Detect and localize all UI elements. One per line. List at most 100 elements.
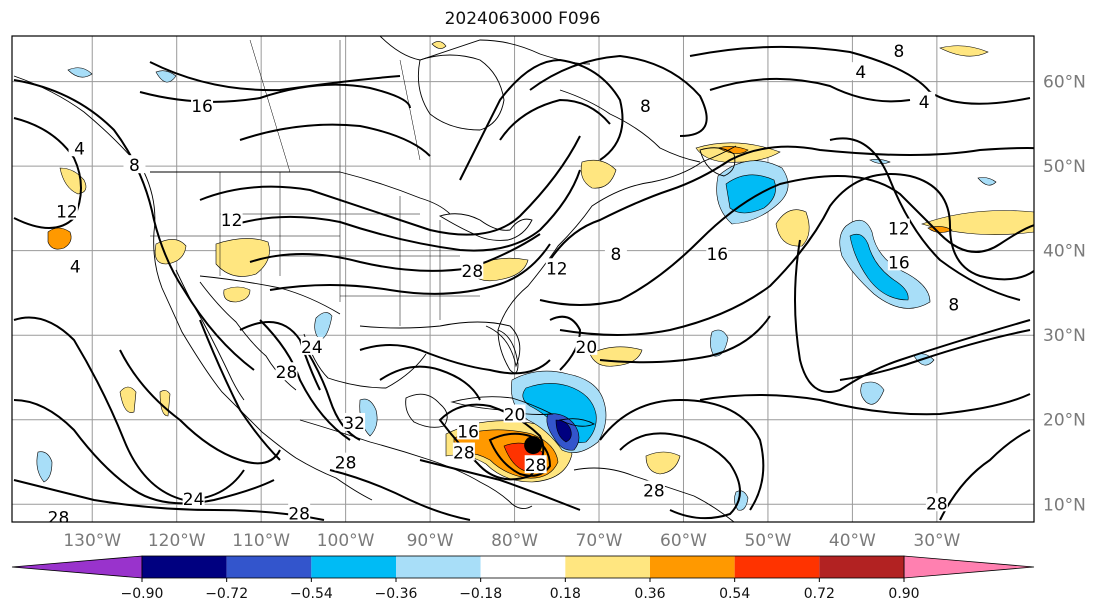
east-coast xyxy=(497,145,737,331)
newfoundland xyxy=(699,147,736,177)
contour-label-mask xyxy=(887,252,910,271)
contour-label: 16 xyxy=(706,245,728,265)
contour-line xyxy=(839,329,1031,381)
contour-label-mask xyxy=(634,95,657,114)
colorbar-band xyxy=(650,556,735,578)
contour-label: 16 xyxy=(191,97,213,117)
colorbar-tick-label: 0.36 xyxy=(634,586,665,602)
cuba xyxy=(450,396,554,415)
contour-line xyxy=(619,432,741,520)
contour-label: 32 xyxy=(343,414,365,434)
negative-anomaly-region xyxy=(849,233,909,301)
contour-line xyxy=(359,344,551,375)
contour-label-mask xyxy=(942,294,965,313)
negative-anomaly-region xyxy=(522,383,597,443)
contour-line xyxy=(239,321,321,391)
contour-label-mask xyxy=(604,243,627,262)
contour-label-mask xyxy=(503,404,526,423)
colorbar-min-extension xyxy=(11,555,143,579)
longitude-label: 40°W xyxy=(829,531,876,551)
contour-label: 28 xyxy=(276,363,298,383)
positive-anomaly-region xyxy=(939,45,989,57)
negative-anomaly-region xyxy=(155,70,177,83)
hudson-bay xyxy=(417,54,505,131)
contour-line xyxy=(119,349,281,465)
longitude-label: 100°W xyxy=(317,531,375,551)
negative-anomaly-region xyxy=(36,451,53,483)
colorbar-max-extension xyxy=(903,555,1035,579)
gulf-coast xyxy=(359,321,521,368)
contour-label: 12 xyxy=(221,211,243,231)
positive-anomaly-region xyxy=(775,209,810,247)
contour-label-mask xyxy=(706,243,729,262)
negative-anomaly-region xyxy=(977,177,997,186)
positive-anomaly-region xyxy=(59,167,87,195)
colorbar-band xyxy=(819,556,904,578)
contour-label: 28 xyxy=(462,262,484,282)
contour-label: 28 xyxy=(453,444,475,464)
colorbar-band xyxy=(734,556,820,578)
mexico-gulf-coast xyxy=(303,333,427,389)
longitude-label: 110°W xyxy=(232,531,290,551)
colorbar-tick-label: −0.36 xyxy=(375,586,418,602)
negative-anomaly-region xyxy=(734,490,749,511)
contour-label-mask xyxy=(545,258,568,277)
contour-label-mask xyxy=(887,41,910,60)
contour-line xyxy=(379,365,481,401)
contour-label: 8 xyxy=(640,97,651,117)
contour-line xyxy=(229,169,581,252)
contour-label: 4 xyxy=(70,258,81,278)
longitude-label: 120°W xyxy=(148,531,206,551)
contour-label-mask xyxy=(913,91,936,110)
contour-label-mask xyxy=(642,480,665,499)
contour-label-mask xyxy=(334,452,357,471)
longitude-label: 130°W xyxy=(63,531,121,551)
contour-label: 24 xyxy=(301,338,323,358)
contour-label: 24 xyxy=(183,490,205,510)
positive-anomaly-region xyxy=(215,238,270,277)
storm-center-marker xyxy=(524,436,543,455)
contour-label: 12 xyxy=(56,203,78,223)
contour-label: 20 xyxy=(576,338,598,358)
contour-line xyxy=(488,432,552,477)
contour-label: 4 xyxy=(919,93,930,113)
contour-line xyxy=(599,398,765,511)
positive-anomaly-region xyxy=(645,451,681,475)
contour-line xyxy=(419,459,581,511)
contour-line xyxy=(13,399,275,505)
contour-label: 20 xyxy=(504,406,526,426)
contour-line xyxy=(549,315,582,371)
latitude-label: 60°N xyxy=(1043,73,1086,93)
contour-label: 4 xyxy=(74,139,85,159)
contour-line xyxy=(459,58,624,181)
contour-label-mask xyxy=(288,503,311,522)
positive-anomaly-region xyxy=(223,286,251,303)
contour-label-mask xyxy=(452,442,475,461)
longitude-label: 90°W xyxy=(407,531,454,551)
contour-label-mask xyxy=(887,218,910,237)
contour-label-mask xyxy=(457,421,480,440)
contour-label-mask xyxy=(123,155,146,174)
colorbar-band xyxy=(226,556,312,578)
contour-label-mask xyxy=(343,412,366,431)
contour-label: 8 xyxy=(948,296,959,316)
contour-label-mask xyxy=(925,493,948,512)
contour-line xyxy=(13,79,255,371)
coastlines-and-borders xyxy=(13,36,737,522)
contour-label: 8 xyxy=(893,42,904,62)
positive-anomaly-region xyxy=(580,159,617,189)
negative-anomaly-region xyxy=(860,381,885,405)
latitude-label: 30°N xyxy=(1043,326,1086,346)
longitude-label: 80°W xyxy=(491,531,538,551)
colorbar-tick-label: 0.18 xyxy=(550,586,581,602)
colorbar-frame xyxy=(141,555,905,579)
latitude-label: 10°N xyxy=(1043,495,1086,515)
contour-line xyxy=(939,429,1031,521)
contour-label-mask xyxy=(47,507,70,522)
contour-label: 28 xyxy=(335,454,357,474)
longitude-label: 30°W xyxy=(913,531,960,551)
positive-anomaly-region xyxy=(47,227,72,250)
contour-label: 8 xyxy=(610,245,621,265)
